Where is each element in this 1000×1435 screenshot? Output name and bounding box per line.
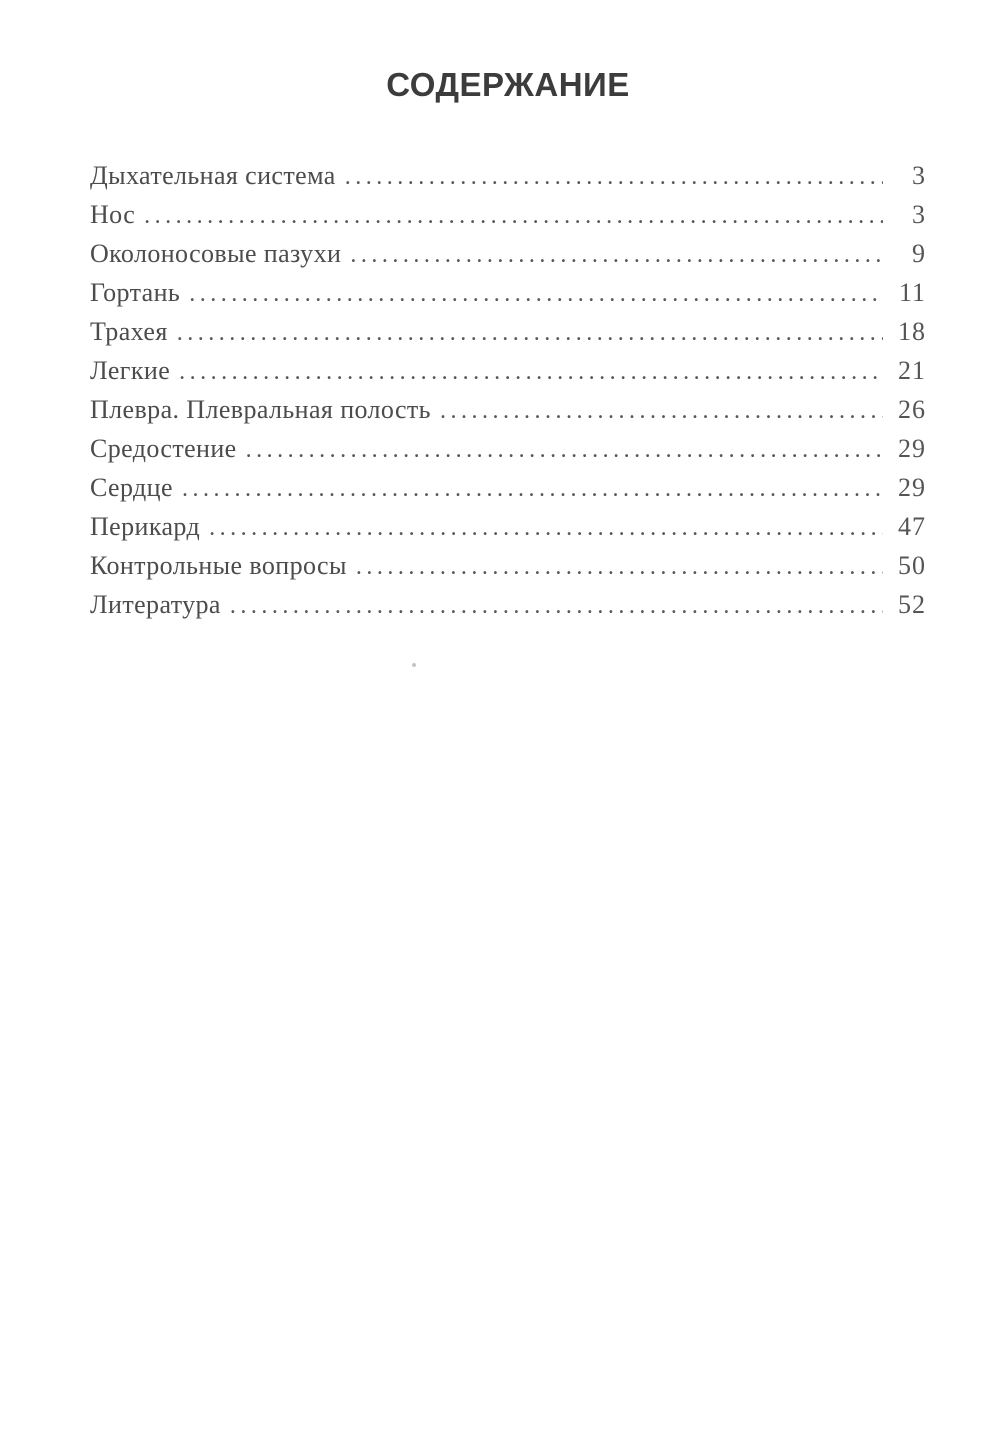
- toc-leader-dots: [345, 161, 883, 191]
- toc-leader-dots: [356, 551, 883, 581]
- page-title: СОДЕРЖАНИЕ: [386, 66, 630, 103]
- toc-leader-dots: [350, 239, 883, 269]
- toc-entry-label: Сердце: [90, 473, 173, 502]
- toc-leader-dots: [209, 512, 883, 542]
- toc-entry: Средостение 29: [90, 434, 926, 473]
- toc-entry: Контрольные вопросы 50: [90, 551, 926, 590]
- toc-entry-label: Плевра. Плевральная полость: [90, 395, 431, 424]
- toc-entry-label: Нос: [90, 200, 136, 229]
- toc-entry-page: 11: [898, 278, 926, 307]
- toc-entry-label: Литература: [90, 590, 221, 619]
- toc-entry: Трахея 18: [90, 317, 926, 356]
- toc-page: СОДЕРЖАНИЕ Дыхательная система 3 Нос 3 О…: [90, 0, 926, 629]
- toc-entry-page: 21: [898, 356, 926, 385]
- toc-entry-label: Дыхательная система: [90, 161, 336, 190]
- toc-leader-dots: [189, 278, 883, 308]
- toc-entry: Литература 52: [90, 590, 926, 629]
- toc-leader-dots: [179, 356, 883, 386]
- toc-entry-page: 52: [898, 590, 926, 619]
- toc-entry-label: Трахея: [90, 317, 168, 346]
- toc-entry-page: 18: [898, 317, 926, 346]
- toc-entry-page: 50: [898, 551, 926, 580]
- toc-entry: Околоносовые пазухи 9: [90, 239, 926, 278]
- toc-entry-page: 29: [898, 434, 926, 463]
- toc-entry: Дыхательная система 3: [90, 161, 926, 200]
- toc-leader-dots: [440, 395, 883, 425]
- toc-entry-label: Средостение: [90, 434, 237, 463]
- toc-entry-page: 3: [912, 200, 926, 229]
- toc-entry-label: Гортань: [90, 278, 181, 307]
- toc-entry-page: 29: [898, 473, 926, 502]
- toc-entry-label: Околоносовые пазухи: [90, 239, 342, 268]
- toc-entry-page: 9: [912, 239, 926, 268]
- toc-entry-label: Контрольные вопросы: [90, 551, 347, 580]
- toc-entry-page: 26: [898, 395, 926, 424]
- toc-entry: Легкие 21: [90, 356, 926, 395]
- toc-entry-page: 47: [898, 512, 926, 541]
- toc-entry: Плевра. Плевральная полость 26: [90, 395, 926, 434]
- toc-entry: Нос 3: [90, 200, 926, 239]
- toc-leader-dots: [177, 317, 883, 347]
- toc-entry: Перикард 47: [90, 512, 926, 551]
- toc-entry: Сердце 29: [90, 473, 926, 512]
- toc-entry: Гортань 11: [90, 278, 926, 317]
- toc-leader-dots: [230, 590, 883, 620]
- toc-entry-label: Легкие: [90, 356, 171, 385]
- toc-entry-label: Перикард: [90, 512, 201, 541]
- scan-artifact-speck: [412, 663, 416, 667]
- toc-leader-dots: [182, 473, 883, 503]
- toc-leader-dots: [144, 200, 883, 230]
- toc-entry-page: 3: [912, 161, 926, 190]
- toc-leader-dots: [246, 434, 883, 464]
- table-of-contents: Дыхательная система 3 Нос 3 Околоносовые…: [90, 161, 926, 629]
